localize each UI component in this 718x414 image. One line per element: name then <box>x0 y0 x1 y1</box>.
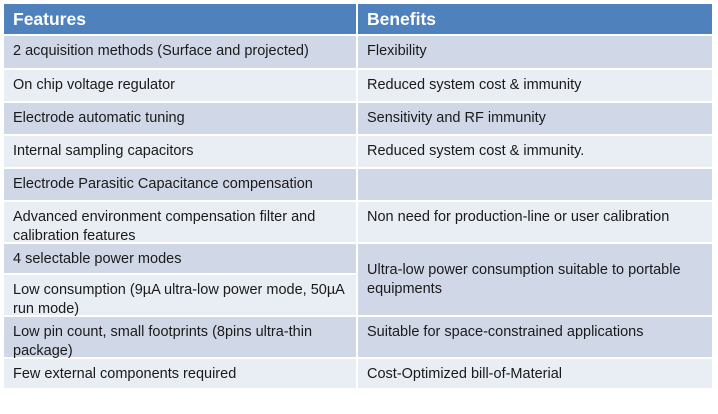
features-benefits-table: Features Benefits 2 acquisition methods … <box>4 4 714 410</box>
feature-cell: 4 selectable power modes <box>4 244 358 275</box>
header-benefits: Benefits <box>358 4 714 36</box>
feature-cell: 2 acquisition methods (Surface and proje… <box>4 36 358 70</box>
feature-cell: Low pin count, small footprints (8pins u… <box>4 317 358 359</box>
benefit-cell: Sensitivity and RF immunity <box>358 103 714 136</box>
benefit-cell: Suitable for space-constrained applicati… <box>358 317 714 359</box>
benefit-cell <box>358 169 714 202</box>
feature-cell: Electrode Parasitic Capacitance compensa… <box>4 169 358 202</box>
benefit-cell: Flexibility <box>358 36 714 70</box>
feature-cell: Advanced environment compensation filter… <box>4 202 358 244</box>
header-features: Features <box>4 4 358 36</box>
feature-cell: On chip voltage regulator <box>4 70 358 103</box>
feature-cell: Low consumption (9µA ultra-low power mod… <box>4 275 358 317</box>
benefit-cell: Reduced system cost & immunity <box>358 70 714 103</box>
benefit-cell: Reduced system cost & immunity. <box>358 136 714 169</box>
feature-cell: Electrode automatic tuning <box>4 103 358 136</box>
feature-cell: Few external components required <box>4 359 358 390</box>
feature-cell: Internal sampling capacitors <box>4 136 358 169</box>
benefit-cell: Non need for production-line or user cal… <box>358 202 714 244</box>
benefit-cell-merged: Ultra-low power consumption suitable to … <box>358 244 714 317</box>
benefit-cell: Cost-Optimized bill-of-Material <box>358 359 714 390</box>
